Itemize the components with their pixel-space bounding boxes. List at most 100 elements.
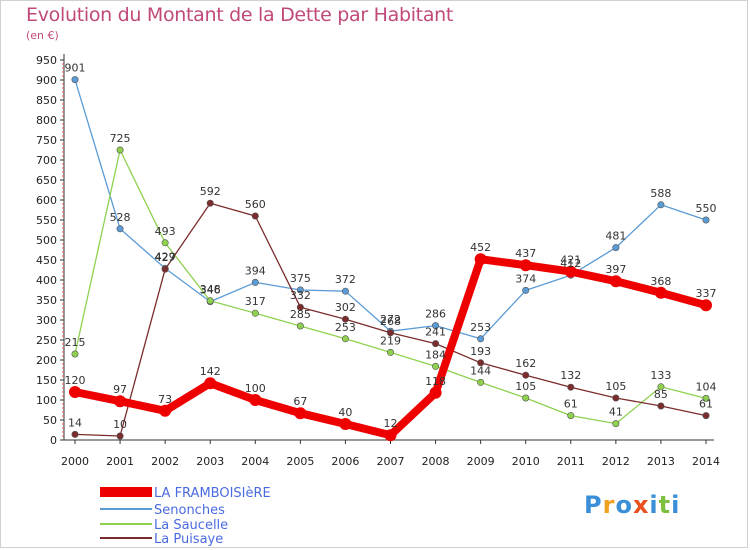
data-label: 374 bbox=[515, 272, 536, 285]
logo-letter: i bbox=[649, 491, 659, 519]
data-point bbox=[477, 335, 485, 343]
data-label: 105 bbox=[605, 380, 626, 393]
data-label: 493 bbox=[155, 225, 176, 238]
data-label: 73 bbox=[158, 393, 172, 406]
y-tick-label: 200 bbox=[36, 354, 57, 367]
x-tick-label: 2006 bbox=[331, 455, 359, 468]
data-label: 41 bbox=[609, 406, 623, 419]
data-point bbox=[612, 394, 620, 402]
series-la-puisaye bbox=[71, 199, 710, 440]
x-tick-label: 2004 bbox=[241, 455, 269, 468]
data-point bbox=[296, 286, 304, 294]
data-label: 253 bbox=[335, 321, 356, 334]
data-point bbox=[249, 394, 262, 406]
data-label: 100 bbox=[245, 382, 266, 395]
series-la-framboisi-re bbox=[69, 253, 712, 442]
data-label: 12 bbox=[384, 417, 398, 430]
data-label: 481 bbox=[605, 230, 626, 243]
data-label: 394 bbox=[245, 264, 266, 277]
data-point bbox=[296, 303, 304, 311]
data-point bbox=[116, 146, 124, 154]
data-point bbox=[657, 383, 665, 391]
data-label: 14 bbox=[68, 416, 82, 429]
data-point bbox=[432, 340, 440, 348]
logo-letter: o bbox=[615, 491, 633, 519]
y-tick-label: 100 bbox=[36, 394, 57, 407]
data-point bbox=[702, 412, 710, 420]
data-label: 120 bbox=[65, 374, 86, 387]
data-label: 40 bbox=[338, 406, 352, 419]
x-tick-label: 2010 bbox=[512, 455, 540, 468]
data-label: 285 bbox=[290, 308, 311, 321]
data-point bbox=[654, 286, 667, 299]
x-tick-label: 2008 bbox=[422, 455, 450, 468]
data-label: 528 bbox=[110, 211, 131, 224]
data-point bbox=[567, 383, 575, 391]
legend-item: La Saucelle bbox=[100, 518, 228, 533]
data-label: 67 bbox=[293, 395, 307, 408]
data-label: 10 bbox=[113, 418, 127, 431]
x-tick-label: 2005 bbox=[286, 455, 314, 468]
data-point bbox=[477, 359, 485, 367]
data-point bbox=[657, 402, 665, 410]
x-tick-label: 2012 bbox=[602, 455, 630, 468]
y-tick-label: 800 bbox=[36, 114, 57, 127]
data-label: 375 bbox=[290, 272, 311, 285]
data-label: 429 bbox=[155, 250, 176, 263]
data-point bbox=[294, 407, 307, 420]
data-point bbox=[206, 199, 214, 207]
data-label: 337 bbox=[696, 287, 717, 300]
data-label: 332 bbox=[290, 289, 311, 302]
data-point bbox=[159, 404, 172, 417]
logo-letter: r bbox=[602, 491, 616, 519]
y-tick-label: 600 bbox=[36, 194, 57, 207]
data-point bbox=[432, 322, 440, 330]
x-tick-label: 2014 bbox=[692, 455, 720, 468]
legend-item: LA FRAMBOISIèRE bbox=[100, 486, 271, 501]
data-label: 268 bbox=[380, 315, 401, 328]
data-point bbox=[702, 216, 710, 224]
data-point bbox=[386, 348, 394, 356]
data-label: 427 bbox=[155, 251, 176, 264]
logo-letter: i bbox=[671, 491, 681, 519]
proxiti-logo: Proxiti bbox=[584, 491, 680, 519]
y-tick-label: 550 bbox=[36, 214, 57, 227]
data-point bbox=[564, 265, 577, 278]
data-point bbox=[71, 430, 79, 438]
data-point bbox=[116, 225, 124, 233]
data-label: 162 bbox=[515, 357, 536, 370]
y-tick-label: 950 bbox=[36, 54, 57, 67]
data-label: 219 bbox=[380, 334, 401, 347]
data-point bbox=[609, 275, 622, 288]
data-point bbox=[657, 201, 665, 209]
data-point bbox=[432, 362, 440, 370]
data-label: 215 bbox=[65, 336, 86, 349]
data-label: 437 bbox=[515, 247, 536, 260]
data-point bbox=[522, 286, 530, 294]
y-tick-label: 50 bbox=[43, 414, 57, 427]
data-point bbox=[71, 76, 79, 84]
y-tick-label: 850 bbox=[36, 94, 57, 107]
logo-letter: t bbox=[658, 491, 672, 519]
data-point bbox=[341, 287, 349, 295]
chart-title: Evolution du Montant de la Dette par Hab… bbox=[26, 4, 454, 26]
data-label: 184 bbox=[425, 348, 446, 361]
data-point bbox=[567, 412, 575, 420]
data-label: 372 bbox=[335, 273, 356, 286]
y-tick-label: 150 bbox=[36, 374, 57, 387]
y-tick-label: 0 bbox=[50, 434, 57, 447]
data-point bbox=[251, 278, 259, 286]
data-point bbox=[206, 297, 214, 305]
data-label: 725 bbox=[110, 132, 131, 145]
data-point bbox=[339, 418, 352, 430]
data-label: 61 bbox=[699, 398, 713, 411]
data-point bbox=[161, 239, 169, 247]
data-label: 272 bbox=[380, 313, 401, 326]
data-label: 105 bbox=[515, 380, 536, 393]
data-label: 560 bbox=[245, 198, 266, 211]
data-label: 412 bbox=[560, 257, 581, 270]
y-tick-label: 400 bbox=[36, 274, 57, 287]
data-point bbox=[116, 432, 124, 440]
data-label: 302 bbox=[335, 301, 356, 314]
data-label: 142 bbox=[200, 365, 221, 378]
